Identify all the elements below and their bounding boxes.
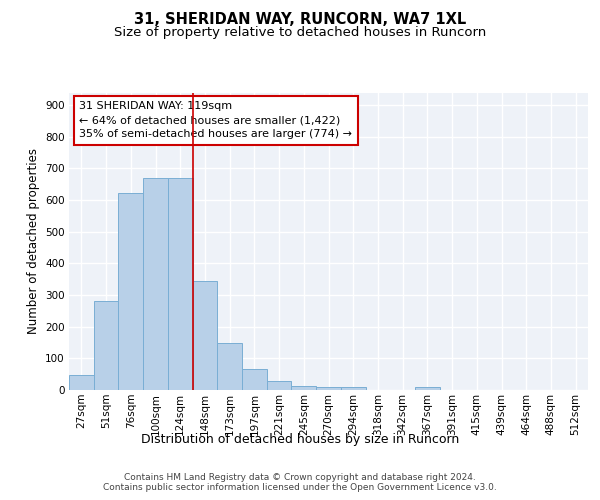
Bar [292, 386, 316, 390]
Bar [143, 178, 168, 390]
Y-axis label: Number of detached properties: Number of detached properties [26, 148, 40, 334]
Bar [193, 281, 217, 390]
Bar [217, 344, 242, 390]
Text: Distribution of detached houses by size in Runcorn: Distribution of detached houses by size … [141, 432, 459, 446]
Bar [69, 376, 94, 390]
Text: Contains HM Land Registry data © Crown copyright and database right 2024.
Contai: Contains HM Land Registry data © Crown c… [103, 472, 497, 492]
Bar [94, 302, 118, 390]
Bar [267, 380, 292, 390]
Bar [316, 387, 341, 390]
Text: 31 SHERIDAN WAY: 119sqm
← 64% of detached houses are smaller (1,422)
35% of semi: 31 SHERIDAN WAY: 119sqm ← 64% of detache… [79, 102, 352, 140]
Bar [341, 387, 365, 390]
Text: 31, SHERIDAN WAY, RUNCORN, WA7 1XL: 31, SHERIDAN WAY, RUNCORN, WA7 1XL [134, 12, 466, 28]
Bar [415, 388, 440, 390]
Bar [118, 193, 143, 390]
Bar [242, 369, 267, 390]
Text: Size of property relative to detached houses in Runcorn: Size of property relative to detached ho… [114, 26, 486, 39]
Bar [168, 178, 193, 390]
